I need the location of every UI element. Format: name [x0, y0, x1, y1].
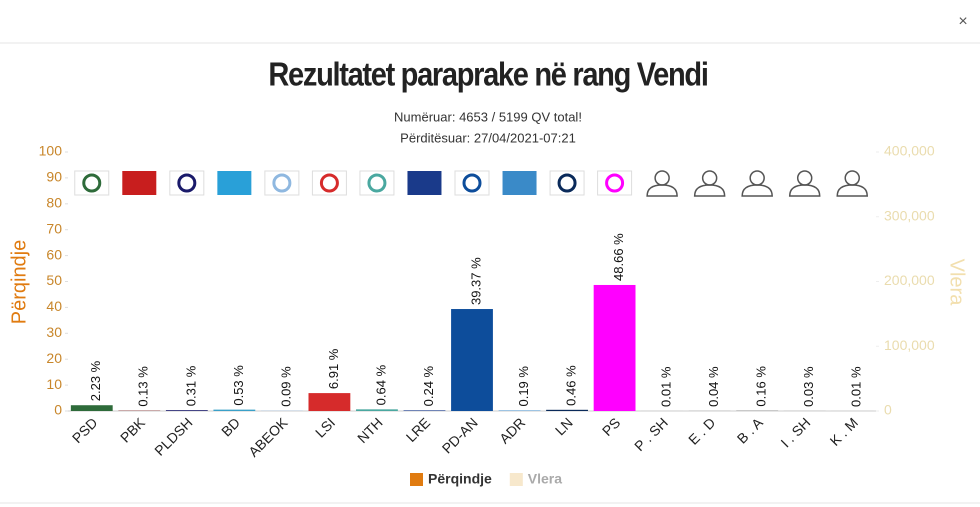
party-logo-mark — [367, 173, 387, 193]
legend-label: Përqindje — [428, 471, 492, 487]
bar — [165, 410, 208, 411]
x-tick-label: LSI — [312, 414, 338, 440]
x-tick-label: P . SH — [631, 414, 671, 454]
avatar-head — [844, 170, 860, 186]
y-tick-label: 10 — [46, 376, 62, 392]
value-label: 0.31 % — [183, 365, 198, 406]
value-label: 0.04 % — [706, 366, 721, 407]
bar — [403, 410, 446, 411]
bar — [70, 405, 113, 411]
avatar-body — [693, 184, 726, 197]
x-tick-label: ABEOK — [245, 414, 291, 460]
party-logo-mark — [462, 173, 482, 193]
value-label: 48.66 % — [611, 233, 626, 281]
x-tick-label: K . M — [827, 414, 861, 448]
y-tick-label: 50 — [46, 272, 62, 288]
legend-swatch — [509, 473, 523, 486]
x-tick-label: PBK — [117, 414, 149, 446]
y2-tick-label: 100,000 — [884, 337, 935, 353]
avatar-body — [788, 184, 821, 197]
y-tick-label: 30 — [46, 324, 62, 340]
y2-tick-label: 300,000 — [884, 207, 935, 223]
chart-title: Rezultatet paraprake në rang Vendi — [268, 56, 707, 93]
x-tick-label: ADR — [496, 414, 528, 446]
y2-tick-label: 0 — [884, 402, 892, 418]
avatar-head — [701, 170, 718, 186]
avatar-head — [749, 170, 765, 186]
y-tick-label: 70 — [46, 220, 62, 236]
y-tick-label: 60 — [46, 246, 62, 262]
bar — [308, 393, 351, 411]
y-tick-label: 90 — [46, 169, 62, 185]
party-logo-mark — [557, 173, 577, 193]
party-logo-mark — [319, 173, 339, 193]
value-label: 0.53 % — [231, 365, 246, 406]
party-logo-mark — [272, 173, 292, 193]
y-tick-label: 0 — [54, 402, 62, 418]
x-tick-label: B . A — [734, 414, 767, 447]
party-logo-mark — [605, 173, 625, 193]
bar — [356, 409, 398, 411]
subtitle: Numëruar: 4653 / 5199 QV total! — [394, 109, 582, 124]
value-label: 0.46 % — [563, 365, 578, 406]
x-tick-label: LN — [552, 414, 576, 438]
subtitle: Përditësuar: 27/04/2021-07:21 — [400, 130, 576, 145]
y-tick-label: 40 — [46, 298, 62, 314]
x-tick-label: BD — [218, 414, 243, 439]
y-axis-label: Përqindje — [8, 240, 30, 325]
value-label: 2.23 % — [88, 360, 103, 401]
x-tick-label: NTH — [354, 414, 386, 446]
value-label: 0.09 % — [278, 366, 293, 407]
bar — [593, 284, 636, 411]
y-tick-label: 100 — [39, 143, 63, 159]
value-label: 0.16 % — [754, 366, 769, 407]
party-logo — [407, 171, 442, 195]
value-label: 0.13 % — [136, 366, 151, 407]
party-logo-mark — [82, 173, 102, 193]
bar — [451, 309, 493, 411]
value-label: 6.91 % — [326, 348, 341, 389]
bar — [546, 409, 588, 411]
bar — [213, 409, 256, 411]
avatar-head — [796, 170, 813, 186]
party-logo — [122, 171, 157, 195]
x-tick-label: PSD — [69, 414, 101, 446]
x-tick-label: E . D — [685, 414, 718, 447]
avatar-body — [646, 184, 678, 197]
value-label: 0.24 % — [421, 365, 436, 406]
party-logo — [502, 171, 537, 195]
avatar-body — [741, 184, 773, 197]
y2-axis-label: Vlera — [946, 259, 968, 307]
avatar-body — [836, 184, 868, 197]
y2-tick-label: 200,000 — [884, 272, 935, 288]
party-logo-mark — [177, 173, 197, 193]
avatar-head — [654, 170, 670, 186]
party-logo — [217, 171, 252, 195]
value-label: 0.64 % — [373, 364, 388, 405]
y-tick-label: 80 — [46, 195, 62, 211]
y2-tick-label: 400,000 — [884, 143, 935, 159]
x-tick-label: I . SH — [777, 414, 813, 450]
value-label: 0.01 % — [659, 366, 674, 407]
x-tick-label: PS — [599, 414, 624, 439]
close-button[interactable]: × — [958, 13, 967, 30]
x-tick-label: LRE — [403, 414, 434, 445]
value-label: 0.01 % — [849, 366, 864, 407]
x-tick-label: PLDSH — [151, 414, 195, 458]
value-label: 0.03 % — [801, 366, 816, 407]
y-tick-label: 20 — [46, 350, 62, 366]
value-label: 0.19 % — [516, 366, 531, 407]
legend-swatch — [410, 473, 423, 486]
x-tick-label: PD-AN — [439, 414, 481, 456]
legend-label: Vlera — [528, 471, 562, 487]
value-label: 39.37 % — [468, 257, 483, 305]
